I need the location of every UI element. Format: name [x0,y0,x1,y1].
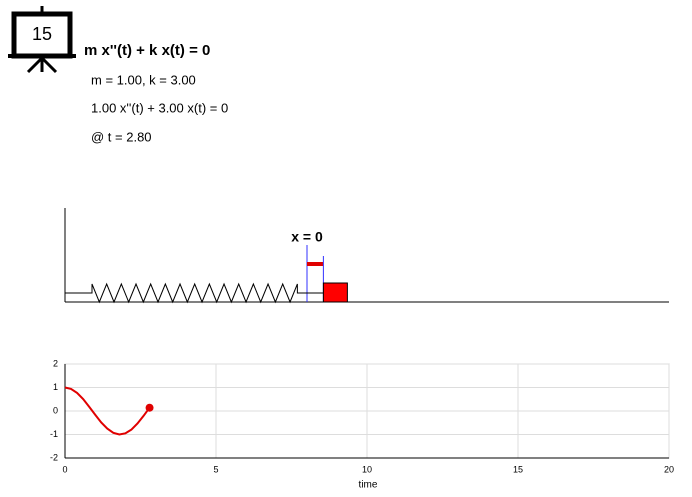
icon: 15 [8,6,76,74]
equation: m x''(t) + k x(t) = 0 [84,42,210,59]
x-tick-label: 5 [213,464,218,474]
y-tick-label: 1 [53,382,58,392]
x-tick-label: 0 [62,464,67,474]
x-axis-label: time [359,480,378,491]
time: @ t = 2.80 [91,129,152,144]
x-tick-label: 20 [664,464,674,474]
current-point [145,403,154,412]
mass [322,282,348,303]
parameters: m = 1.00, k = 3.00 [91,72,196,87]
origin-label: x = 0 [291,229,323,245]
y-tick-label: -1 [50,429,58,439]
y-tick-label: 2 [53,358,58,368]
series-line [64,386,151,436]
displacement-bar [307,262,324,266]
spring [65,282,324,304]
substituted: 1.00 x''(t) + 3.00 x(t) = 0 [91,100,228,115]
x-tick-label: 10 [362,464,372,474]
icon-label: 15 [32,24,52,44]
x-tick-label: 15 [513,464,523,474]
y-tick-label: 0 [53,405,58,415]
y-tick-label: -2 [50,452,58,462]
